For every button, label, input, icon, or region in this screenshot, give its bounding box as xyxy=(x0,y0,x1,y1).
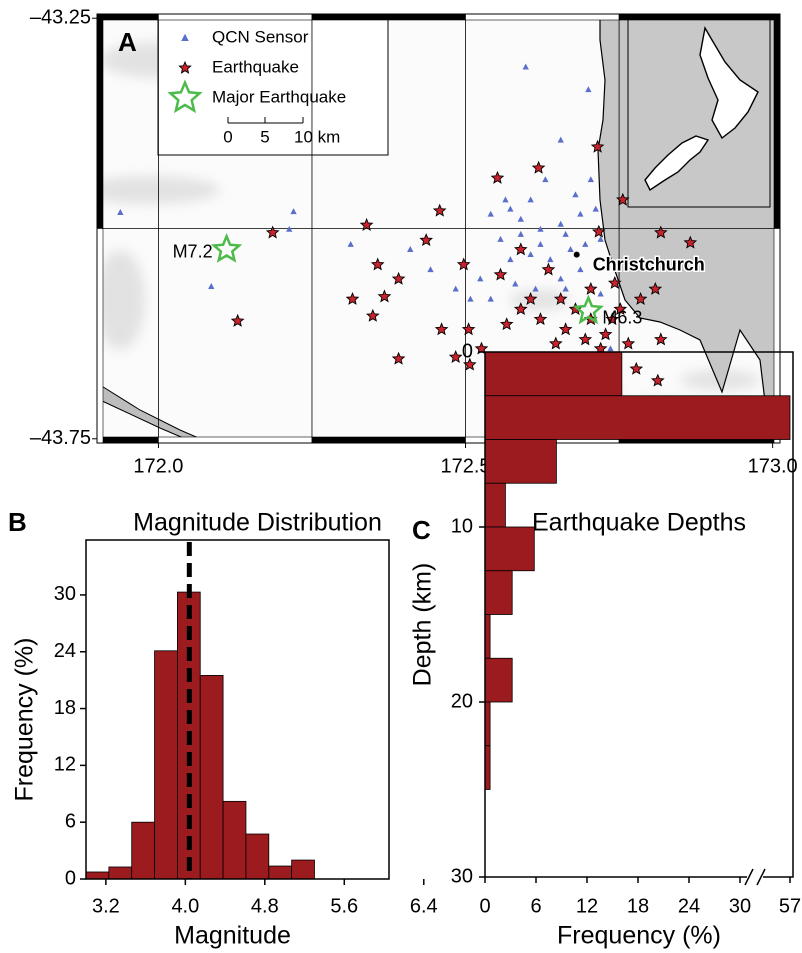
y-tick-label: 18 xyxy=(54,697,76,719)
bar xyxy=(485,527,534,571)
bar xyxy=(109,867,132,879)
y-axis-label: Frequency (%) xyxy=(11,638,39,802)
scale-label: 5 xyxy=(260,127,269,146)
city-dot xyxy=(574,252,580,258)
map-frame xyxy=(312,437,466,443)
x-tick-label: 4.0 xyxy=(171,895,199,917)
x-tick-label: 173.0 xyxy=(748,455,798,477)
x-tick-label: 6.4 xyxy=(410,895,438,917)
bar xyxy=(485,658,512,702)
map-frame xyxy=(97,14,158,20)
y-tick-label: 30 xyxy=(54,583,76,605)
bar xyxy=(485,615,490,659)
map-frame xyxy=(97,14,103,229)
bar xyxy=(246,834,269,879)
x-tick-label: 6 xyxy=(530,895,541,917)
map-frame xyxy=(619,14,780,20)
chart-title: Earthquake Depths xyxy=(532,509,746,537)
map-frame xyxy=(158,14,312,20)
point-label: M7.2 xyxy=(173,241,213,261)
y-tick-label: 6 xyxy=(65,810,76,832)
legend-label: Major Earthquake xyxy=(212,87,346,106)
y-tick-label: 20 xyxy=(451,690,473,712)
legend-label: QCN Sensor xyxy=(212,27,309,46)
figure: 0 5 10 km 172.0 172.5 173.0 –43.25 –43.75 QCN… xyxy=(0,0,802,953)
x-tick-label: 172.0 xyxy=(133,455,183,477)
bar xyxy=(485,483,505,527)
panel-label: B xyxy=(8,507,27,537)
x-tick-label: 12 xyxy=(576,895,598,917)
bar xyxy=(485,702,490,746)
x-tick-label: 18 xyxy=(627,895,649,917)
y-tick-label: –43.75 xyxy=(30,427,91,449)
map-frame xyxy=(158,437,312,443)
map-frame xyxy=(466,14,620,20)
legend-label: Earthquake xyxy=(212,57,299,76)
y-tick-label: 12 xyxy=(54,754,76,776)
annotation: Christchurch xyxy=(593,254,705,274)
bar xyxy=(485,396,790,440)
map-frame xyxy=(97,437,158,443)
x-tick-label: 5.6 xyxy=(330,895,358,917)
y-tick-label: –43.25 xyxy=(30,6,91,28)
x-tick-label: 4.8 xyxy=(251,895,279,917)
bar xyxy=(200,675,223,879)
x-axis-label: Magnitude xyxy=(174,922,291,950)
y-tick-label: 10 xyxy=(451,515,473,537)
x-axis-label: Frequency (%) xyxy=(557,922,721,950)
map-frame xyxy=(774,14,780,229)
bar xyxy=(485,746,490,790)
map-frame xyxy=(97,229,103,444)
bar xyxy=(269,866,292,879)
x-tick-label: 172.5 xyxy=(440,455,490,477)
bar xyxy=(155,651,178,879)
y-tick-label: 0 xyxy=(65,867,76,889)
bar xyxy=(485,352,622,396)
bar xyxy=(292,860,315,879)
y-tick-label: 30 xyxy=(451,865,473,887)
scale-label: 0 xyxy=(223,127,232,146)
x-tick-label: 3.2 xyxy=(92,895,120,917)
bar xyxy=(132,822,155,879)
x-tick-label: 30 xyxy=(729,895,751,917)
panel-label: A xyxy=(118,27,137,57)
bar xyxy=(485,571,512,615)
panel-label: C xyxy=(412,515,431,545)
x-tick-label: 24 xyxy=(678,895,700,917)
x-tick-label: 57 xyxy=(779,895,801,917)
map-frame xyxy=(312,14,466,20)
point-label: M6.3 xyxy=(602,308,642,328)
bar xyxy=(223,801,246,879)
y-tick-label: 24 xyxy=(54,640,76,662)
bar xyxy=(86,872,109,879)
bar xyxy=(485,440,556,484)
y-axis-label: Depth (km) xyxy=(409,563,437,687)
y-tick-label: 0 xyxy=(462,340,473,362)
x-tick-label: 0 xyxy=(479,895,490,917)
scale-label: 10 km xyxy=(294,127,340,146)
chart-title: Magnitude Distribution xyxy=(133,509,382,537)
